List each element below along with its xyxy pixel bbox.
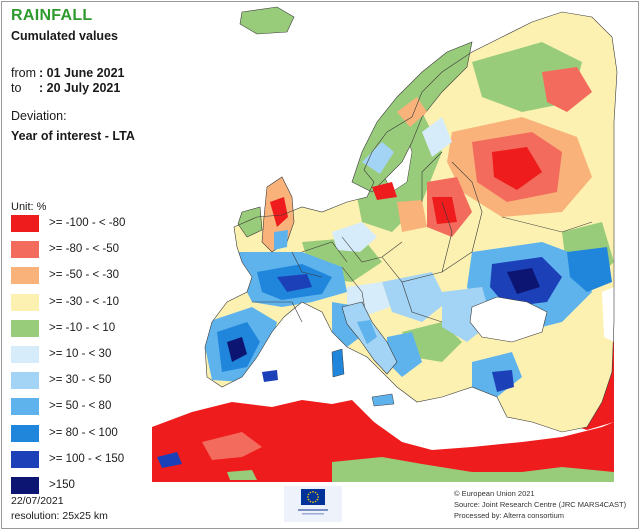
eu-star [316, 498, 319, 501]
issue-date: 22/07/2021 [11, 495, 64, 507]
deviation-label: Deviation: [11, 109, 67, 123]
legend-label: >= 100 - < 150 [49, 452, 125, 465]
legend-swatch [11, 398, 39, 416]
legend-label: >150 [49, 478, 75, 491]
legend-label: >= -10 - < 10 [49, 321, 116, 334]
legend-swatch [11, 476, 39, 494]
legend-swatch [11, 319, 39, 337]
eu-star [307, 496, 309, 498]
legend-label: >= 10 - < 30 [49, 347, 112, 360]
eu-star [316, 493, 319, 496]
legend-swatch [11, 293, 39, 311]
legend-swatch [11, 267, 39, 285]
british-isles [237, 176, 295, 253]
eu-commission-logo [284, 486, 342, 522]
eu-star [314, 491, 317, 494]
credit-processed: Processed by: Alterra consortium [454, 511, 565, 520]
deviation-value: Year of interest - LTA [11, 129, 135, 143]
to-label: to [11, 81, 22, 95]
italy [341, 301, 398, 375]
period-to: to : 20 July 2021 [11, 81, 120, 95]
credit-eu: © European Union 2021 [454, 489, 535, 498]
eu-star [309, 491, 312, 494]
eu-star [312, 501, 314, 503]
map-subtitle: Cumulated values [11, 29, 118, 43]
from-value: : 01 June 2021 [39, 66, 125, 80]
eu-star [312, 491, 314, 493]
unit-label: Unit: % [11, 201, 47, 213]
eu-star [307, 498, 310, 501]
legend-label: >= -30 - < -10 [49, 295, 119, 308]
legend-swatch [11, 215, 39, 232]
legend-label: >= -80 - < -50 [49, 243, 119, 256]
legend-swatch [11, 345, 39, 363]
legend-swatch [11, 372, 39, 390]
legend-label: >= -100 - < -80 [49, 217, 126, 229]
legend-swatch [11, 241, 39, 259]
legend-label: >= -50 - < -30 [49, 269, 119, 282]
north-africa-region [152, 400, 614, 482]
iceland [239, 6, 295, 35]
eu-star [317, 496, 319, 498]
credit-source: Source: Joint Research Centre (JRC MARS4… [454, 500, 627, 509]
resolution: resolution: 25x25 km [11, 510, 108, 522]
country-borders [204, 11, 618, 433]
eu-star [307, 493, 310, 496]
black-sea [469, 296, 548, 343]
to-value: : 20 July 2021 [39, 81, 121, 95]
caspian-sea [602, 287, 614, 342]
legend-swatch [11, 450, 39, 468]
legend-label: >= 30 - < 50 [49, 374, 112, 387]
from-label: from [11, 66, 36, 80]
mediterranean-islands [262, 348, 395, 407]
eu-star [309, 500, 312, 503]
legend-swatch [11, 424, 39, 442]
credits: © European Union 2021 Source: Joint Rese… [454, 488, 626, 521]
eu-star [314, 500, 317, 503]
legend-label: >= 50 - < 80 [49, 400, 112, 413]
map-title: RAINFALL [11, 7, 93, 24]
legend-label: >= 80 - < 100 [49, 426, 118, 439]
period-from: from: 01 June 2021 [11, 66, 124, 80]
